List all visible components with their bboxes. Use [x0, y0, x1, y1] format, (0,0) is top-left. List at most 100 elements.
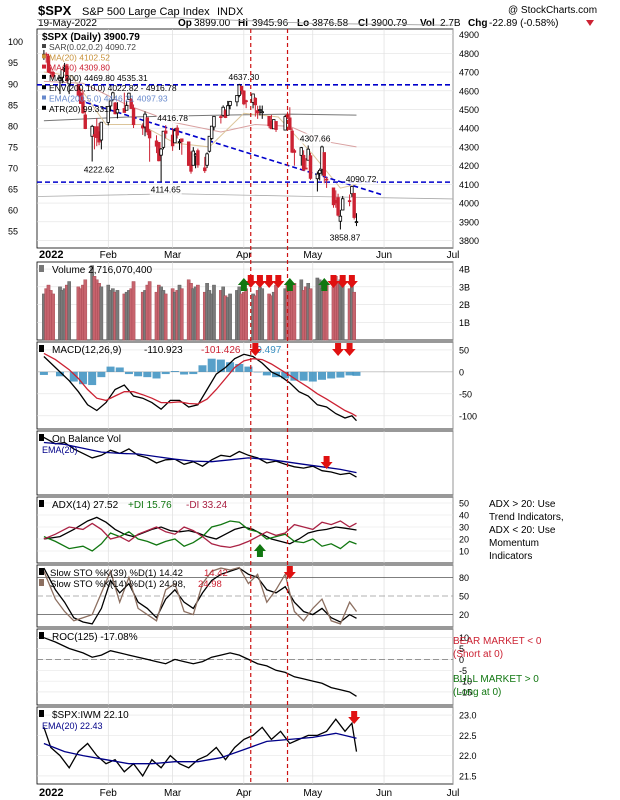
series-line-1 [43, 520, 357, 552]
volume-bar [260, 288, 265, 341]
chart-header: $SPX S&P 500 Large Cap Index INDX @ Stoc… [38, 3, 597, 29]
candle-up [228, 101, 232, 106]
right-tick-label: 3900 [459, 217, 479, 227]
macd-title: MACD(12,26,9) [52, 345, 121, 356]
envelope-upper-line [36, 17, 454, 26]
candle-up [99, 121, 104, 141]
left-tick-label: 60 [8, 206, 18, 216]
adx-icon [39, 500, 44, 507]
right-tick-label: -10 [459, 677, 472, 687]
candle-up [177, 141, 182, 144]
price-panel: 3800 3900 4000 4100 4200 4300 4400 4500 4600 4700… [8, 17, 479, 249]
x-tick-label: Mar [164, 250, 182, 261]
macd-histogram-bar [299, 371, 308, 381]
candle-up [338, 215, 343, 222]
volume-bar [163, 293, 168, 341]
candle-down [131, 107, 136, 126]
x-tick-label: May [303, 788, 322, 799]
volume-bar [67, 281, 71, 341]
annotation-bg [299, 133, 332, 144]
macd-histogram-bar [143, 371, 152, 378]
candle-up [124, 105, 129, 111]
right-tick-label: 2B [459, 300, 470, 310]
right-tick-label: 4600 [459, 86, 479, 96]
candle-down [78, 92, 83, 104]
arrow-down-icon [332, 343, 345, 356]
candle-up [260, 111, 264, 114]
arrow-down-icon [249, 343, 262, 356]
candle-down [292, 150, 297, 153]
arrow-down-icon [244, 275, 257, 288]
candle-down [244, 100, 248, 103]
arrow-up-icon [283, 278, 296, 291]
index-name: S&P 500 Large Cap Index [82, 6, 210, 18]
roc-title: ROC(125) -17.08% [52, 632, 138, 643]
price-legend-item: MA(20) 4102.52 [49, 52, 110, 62]
macd-histogram-bar [124, 371, 133, 375]
left-tick-label: 70 [8, 163, 18, 173]
right-tick-label: 22.0 [459, 751, 477, 761]
candle-down [186, 141, 191, 166]
adx-note-line: Momentum [489, 538, 539, 549]
price-annotation: 4637.30 [228, 72, 259, 82]
right-tick-label: 4000 [459, 199, 479, 209]
volume-bar [308, 288, 313, 341]
high-label: Hi [238, 18, 248, 29]
macd-value: -9.497 [253, 345, 282, 356]
right-tick-label: 20 [459, 610, 469, 620]
close-value: 3900.79 [371, 18, 408, 29]
candle-down [180, 138, 184, 142]
volume-label: Vol [420, 18, 435, 29]
candle-up [173, 130, 177, 144]
macd-histogram-bar [207, 358, 216, 372]
right-tick-label: -50 [459, 389, 472, 399]
right-tick-label: 10 [459, 633, 469, 643]
sto-icon [39, 579, 44, 586]
left-tick-label: 65 [8, 185, 18, 195]
candle-down [331, 187, 336, 206]
open-label: Op [178, 18, 192, 29]
price-legend-item: ENV(200,10.0) 4022.82 - 4916.78 [49, 83, 177, 93]
volume-bar [352, 291, 356, 341]
x-tick-label: Apr [236, 250, 252, 261]
roc-icon [39, 632, 44, 639]
right-tick-label: 50 [459, 592, 469, 602]
macd-histogram-bar [253, 371, 262, 373]
obv-legend: EMA(20) [42, 445, 78, 455]
obv-icon [39, 434, 44, 441]
series-line-1 [43, 441, 357, 474]
candle-up [317, 169, 322, 174]
series-line-2 [43, 520, 357, 549]
arrow-up-icon [253, 544, 266, 557]
adx-title: ADX(14) 27.52 [52, 500, 119, 511]
candle-down [145, 117, 150, 133]
volume-value: 2.7B [440, 18, 461, 29]
ratio-title: $SPX:IWM 22.10 [52, 710, 129, 721]
volume-bar [179, 288, 184, 341]
legend-swatch [42, 85, 46, 90]
right-tick-label: 50 [459, 499, 469, 509]
price-legend-item: ATR(20) 99.331 [49, 104, 109, 114]
candle-down [301, 154, 306, 171]
macd-histogram-bar [115, 367, 124, 372]
x-tick-label: Mar [164, 788, 182, 799]
candle-down [255, 110, 260, 114]
x-axis: 2022 2022 Feb Feb Mar Mar Apr Apr May May Jun Jun Ju… [39, 249, 459, 799]
price-annotation: 4090.72 [346, 174, 377, 184]
candle-down [239, 85, 244, 91]
macd-histogram-bar [69, 371, 78, 382]
legend-swatch [42, 95, 46, 100]
macd-histogram-bar [88, 371, 97, 386]
high-value: 3945.96 [252, 18, 289, 29]
right-tick-label: 4B [459, 265, 470, 275]
candle-up [299, 147, 304, 156]
volume-bar [83, 279, 88, 341]
arrow-down-icon [253, 275, 266, 288]
volume-bar [115, 290, 120, 341]
series-line-0 [43, 436, 357, 478]
candle-down [274, 121, 278, 130]
series-line-0 [43, 567, 357, 625]
indicator-panels: 3800390040004100420043004400450046004700… [8, 17, 564, 785]
candle-down [164, 130, 168, 134]
